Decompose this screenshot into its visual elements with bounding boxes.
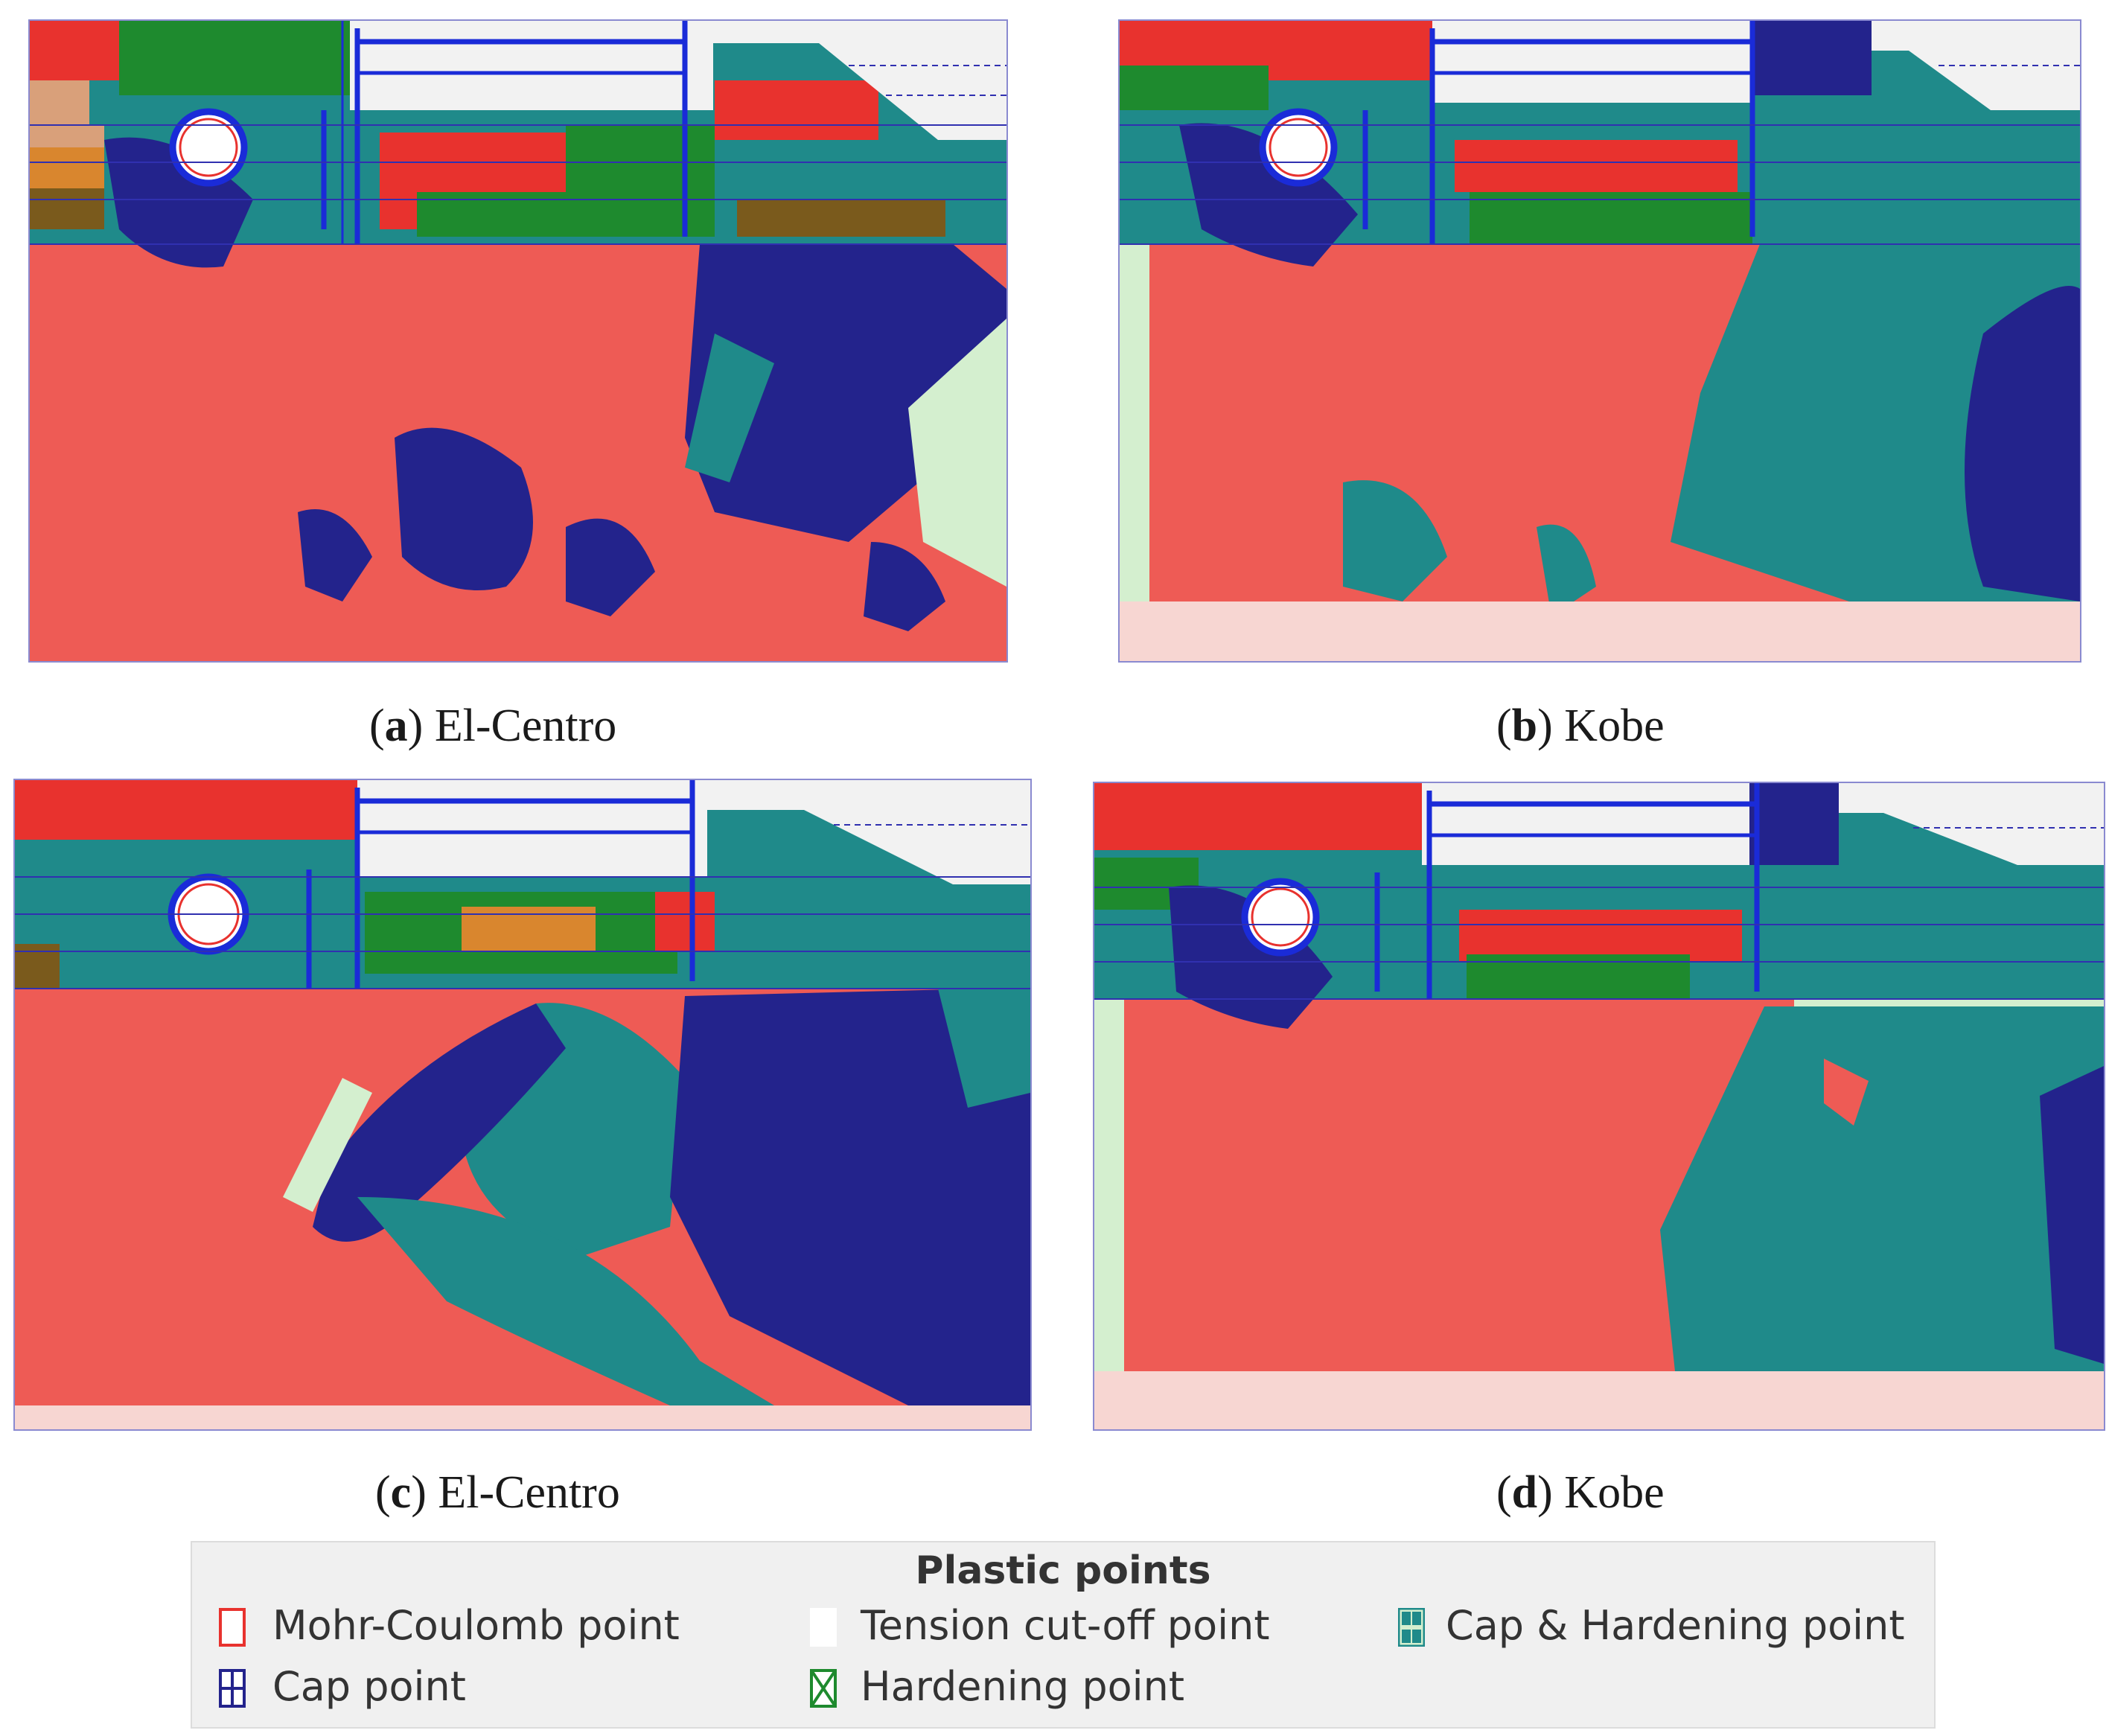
cap-hardening-marker-icon [1398, 1608, 1425, 1647]
legend-item-mohr-coulomb: Mohr-Coulomb point [272, 1602, 680, 1649]
caption-a-label: a [384, 701, 408, 751]
panel-a-plot [28, 19, 1008, 663]
caption-b: (b) Kobe [1496, 701, 1665, 751]
panel-a-plastic-points-map [30, 21, 1006, 661]
panel-d-plot [1093, 782, 2105, 1431]
tension-cutoff-marker-icon [810, 1608, 837, 1647]
caption-c: (c) El-Centro [375, 1467, 620, 1518]
caption-a-text: El-Centro [434, 701, 617, 751]
panel-d-plastic-points-map [1094, 783, 2104, 1429]
mohr-coulomb-marker-icon [219, 1608, 246, 1647]
caption-d-label: d [1511, 1467, 1538, 1518]
caption-a: (a) El-Centro [369, 701, 617, 751]
caption-d-text: Kobe [1564, 1467, 1665, 1518]
plastic-points-legend: Plastic points Mohr-Coulomb point Tensio… [191, 1541, 1936, 1729]
legend-item-hardening: Hardening point [861, 1663, 1185, 1710]
caption-d: (d) Kobe [1496, 1467, 1665, 1518]
panel-c-plot [13, 779, 1032, 1431]
panel-b-plot [1118, 19, 2081, 663]
panel-b-plastic-points-map [1120, 21, 2080, 661]
hardening-marker-icon [810, 1669, 837, 1708]
legend-item-cap-hardening: Cap & Hardening point [1446, 1602, 1905, 1649]
caption-c-label: c [390, 1467, 412, 1518]
caption-c-text: El-Centro [438, 1467, 620, 1518]
legend-item-tension-cutoff: Tension cut-off point [861, 1602, 1270, 1649]
legend-item-cap: Cap point [272, 1663, 466, 1710]
cap-marker-icon [219, 1669, 246, 1708]
caption-b-text: Kobe [1564, 701, 1665, 751]
panel-c-plastic-points-map [15, 780, 1030, 1429]
caption-b-label: b [1511, 701, 1538, 751]
legend-title: Plastic points [915, 1548, 1211, 1593]
